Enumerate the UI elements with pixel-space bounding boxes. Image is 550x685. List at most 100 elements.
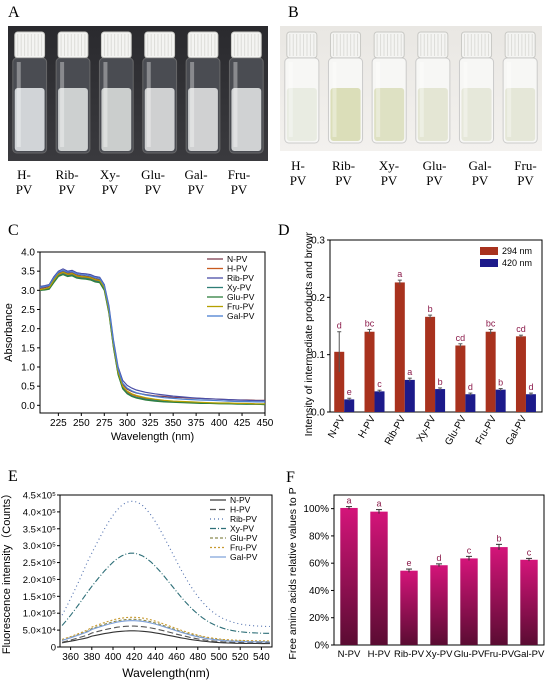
y-axis-label: Intensity of intermediate products and b… — [303, 232, 315, 436]
x-axis-label: Wavelength (nm) — [111, 431, 194, 443]
bar-420 nm-N-PV — [344, 399, 355, 412]
series-line-Glu-PV — [61, 618, 270, 643]
y-tick-label: 0.2 — [311, 293, 325, 304]
legend-label: Xy-PV — [227, 283, 251, 293]
category-label: Fru-PV — [474, 414, 500, 447]
y-axis-label: Absorbance — [3, 303, 15, 362]
vial-highlight — [288, 62, 293, 137]
legend-label: Fru-PV — [227, 302, 254, 312]
y-tick-label: 0.5 — [21, 382, 35, 393]
category-label: Fru-PV — [484, 649, 515, 660]
vial-highlight — [60, 62, 65, 147]
legend-label: Glu-PV — [227, 292, 255, 302]
significance-letter: d — [436, 553, 441, 563]
significance-letter: e — [347, 387, 352, 397]
legend-label: N-PV — [230, 495, 251, 505]
x-tick-label: 375 — [188, 418, 205, 429]
vial-label: Rib- PV — [331, 158, 356, 188]
legend-label: Glu-PV — [230, 533, 258, 543]
bar-H-PV — [370, 511, 388, 645]
bar-294 nm-H-PV — [364, 331, 375, 412]
bar-420 nm-Rib-PV — [404, 379, 415, 412]
vial-label: Glu- PV — [422, 158, 447, 188]
x-tick-label: 500 — [211, 652, 228, 663]
significance-letter: c — [527, 547, 532, 557]
vial-label: Xy- PV — [99, 167, 121, 197]
x-tick-label: 520 — [232, 652, 249, 663]
series-line-H-PV — [61, 625, 270, 644]
category-label: Gal-PV — [504, 414, 530, 448]
vial-liquid — [14, 88, 45, 151]
y-axis-label: Fluorescence intensity（Counts） — [0, 488, 13, 654]
x-tick-label: 540 — [253, 652, 270, 663]
y-tick-label: 20% — [309, 613, 329, 624]
category-label: N-PV — [338, 649, 361, 660]
vial-label: Xy- PV — [378, 158, 400, 188]
legend-label: H-PV — [227, 264, 248, 274]
vial-highlight — [103, 62, 108, 147]
y-tick-label: 5.0×10⁴ — [23, 626, 56, 637]
panel-e-letter: E — [8, 468, 18, 485]
vial-cap — [14, 31, 46, 59]
vial-liquid — [188, 88, 218, 151]
x-tick-label: 480 — [189, 652, 206, 663]
category-label: Rib-PV — [394, 649, 425, 660]
legend-swatch — [480, 247, 498, 255]
y-tick-label: 1.0 — [21, 363, 35, 374]
vial-highlight — [16, 62, 21, 147]
vial-liquid — [144, 88, 175, 151]
y-tick-label: 2.5×10⁵ — [23, 558, 56, 569]
bar-Xy-PV — [430, 565, 448, 645]
x-tick-label: 400 — [105, 652, 122, 663]
plot-frame — [39, 251, 266, 414]
category-label: Gal-PV — [514, 649, 545, 660]
y-axis-label: Free amino acids relative values to PV — [287, 487, 299, 660]
vial-liquid — [101, 88, 132, 151]
y-tick-label: 80% — [309, 531, 329, 542]
significance-letter: bc — [486, 318, 496, 328]
vial-label: Fru- PV — [514, 158, 537, 188]
y-tick-label: 2.0 — [21, 324, 35, 335]
significance-letter: b — [496, 533, 501, 543]
vial-cap — [373, 31, 405, 59]
y-tick-label: 4.5×10⁵ — [23, 491, 56, 502]
vial-cap — [504, 31, 536, 59]
legend-label: Fru-PV — [230, 543, 257, 553]
vial-liquid — [417, 88, 448, 141]
panel-b-vials — [284, 31, 538, 144]
x-tick-label: 425 — [234, 418, 251, 429]
vial-cap — [230, 31, 262, 59]
x-axis-label: Wavelength(nm) — [122, 666, 210, 680]
vial-highlight — [507, 62, 512, 137]
y-tick-label: 3.0×10⁵ — [23, 541, 56, 552]
legend-swatch — [480, 259, 498, 267]
significance-letter: a — [397, 269, 402, 279]
significance-letter: cd — [456, 333, 466, 343]
y-tick-label: 2.0×10⁵ — [23, 575, 56, 586]
y-tick-label: 4.0×10⁵ — [23, 507, 56, 518]
vial-highlight — [332, 62, 337, 137]
category-label: Glu-PV — [454, 649, 485, 660]
series-line-Gal-PV — [39, 269, 265, 403]
panel-f-letter: F — [286, 469, 295, 486]
series-line-N-PV — [61, 630, 270, 645]
vial-label: Gal- PV — [468, 158, 492, 188]
series-line-Xy-PV — [61, 552, 270, 634]
significance-letter: b — [498, 377, 503, 387]
vial-liquid — [330, 88, 361, 141]
legend-label: Rib-PV — [230, 514, 257, 524]
significance-letter: cd — [516, 324, 526, 334]
significance-letter: b — [428, 304, 433, 314]
chart-f-free-amino-acids: 0% 20% 40% 60% 80% 100% Free amino acids relat… — [287, 487, 545, 660]
y-tick-label: 0.3 — [311, 236, 325, 247]
x-tick-label: 325 — [142, 418, 159, 429]
significance-letter: e — [406, 558, 411, 568]
y-tick-label: 100% — [303, 504, 329, 515]
category-label: H-PV — [357, 414, 379, 440]
vial-label: Fru- PV — [227, 167, 251, 197]
vial-liquid — [58, 88, 88, 151]
bar-294 nm-Gal-PV — [515, 336, 526, 412]
chart-c-absorbance: 225 250 275 300 325 350 375 400 425 450 0.0 0.5 1.0 1… — [3, 248, 274, 444]
vial-highlight — [419, 62, 424, 137]
bar-Glu-PV — [460, 558, 478, 645]
